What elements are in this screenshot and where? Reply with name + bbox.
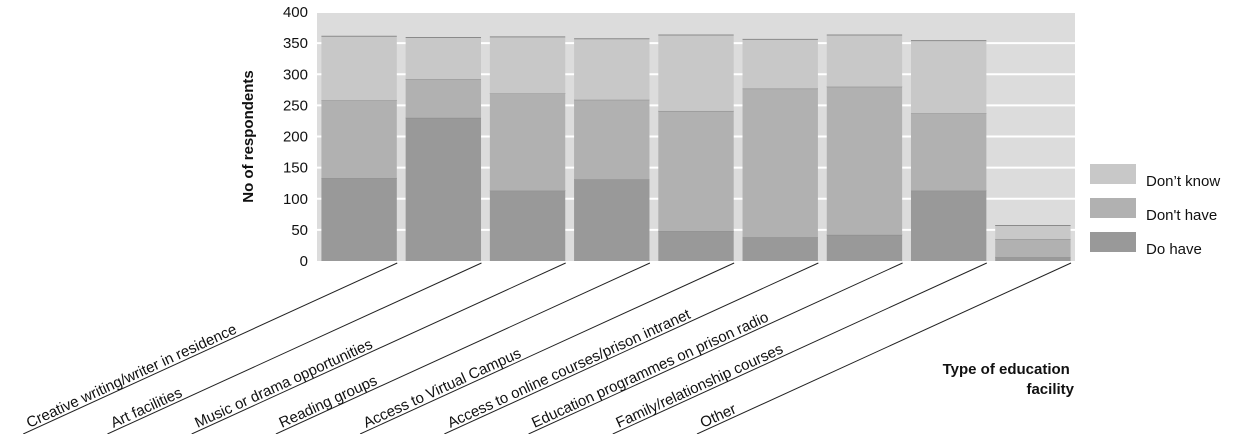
category-leader-line bbox=[191, 262, 566, 434]
category-leader-line bbox=[275, 262, 651, 434]
bar-segment bbox=[489, 190, 566, 261]
bar-segment bbox=[405, 37, 482, 80]
y-tick-label: 0 bbox=[300, 253, 308, 270]
category-leader-line bbox=[696, 262, 1072, 434]
bar-segment bbox=[574, 179, 650, 261]
bar-segment bbox=[405, 79, 482, 118]
y-axis-label: No of respondents bbox=[240, 70, 257, 203]
bar-segment bbox=[574, 38, 650, 100]
x-axis-category-labels: Creative writing/writer in residenceArt … bbox=[23, 262, 1072, 434]
x-category: Other bbox=[696, 262, 1072, 434]
y-tick-label: 250 bbox=[283, 97, 308, 114]
bar-segment bbox=[995, 257, 1071, 261]
x-axis-label-line-2: facility bbox=[1026, 381, 1074, 398]
y-tick-label: 150 bbox=[283, 160, 308, 177]
legend-item: Don't have bbox=[1090, 198, 1217, 224]
bar-segment bbox=[910, 40, 987, 114]
bar-segment bbox=[826, 35, 903, 87]
x-tick-label: Art facilities bbox=[108, 384, 185, 431]
bars bbox=[321, 34, 1071, 261]
y-tick-label: 50 bbox=[291, 222, 308, 239]
y-tick-label: 200 bbox=[283, 129, 308, 146]
category-leader-line bbox=[359, 262, 735, 434]
legend-swatch bbox=[1090, 164, 1136, 184]
category-leader-line bbox=[528, 262, 903, 434]
x-tick-label: Other bbox=[698, 401, 739, 432]
bar-segment bbox=[910, 190, 987, 261]
bar-segment bbox=[489, 36, 566, 94]
y-tick-label: 400 bbox=[283, 4, 308, 21]
legend-item: Don’t know bbox=[1090, 164, 1220, 190]
bar-segment bbox=[321, 36, 397, 101]
y-tick-label: 350 bbox=[283, 35, 308, 52]
legend-label: Do have bbox=[1146, 241, 1202, 258]
category-leader-line bbox=[23, 262, 398, 434]
bar-segment bbox=[826, 234, 903, 261]
bar-segment bbox=[995, 239, 1071, 258]
y-tick-label: 100 bbox=[283, 191, 308, 208]
bar-segment bbox=[321, 178, 397, 261]
bar-segment bbox=[742, 39, 818, 89]
legend-item: Do have bbox=[1090, 232, 1202, 258]
x-category: Family/relationship courses bbox=[612, 262, 987, 434]
bar-segment bbox=[742, 88, 818, 238]
legend-label: Don't have bbox=[1146, 207, 1217, 224]
y-axis-ticks: 0 50 100 150 200 250 300 350 400 bbox=[283, 4, 308, 270]
legend-swatch bbox=[1090, 232, 1136, 252]
bar-segment bbox=[826, 86, 903, 235]
bar-segment bbox=[658, 231, 734, 261]
bar-segment bbox=[658, 110, 734, 232]
category-leader-line bbox=[107, 262, 482, 434]
bar-segment bbox=[405, 117, 482, 261]
legend-label: Don’t know bbox=[1146, 173, 1220, 190]
bar-segment bbox=[995, 225, 1071, 240]
category-leader-line bbox=[612, 262, 987, 434]
category-leader-line bbox=[444, 262, 819, 434]
x-axis-label-line-1: Type of education bbox=[943, 361, 1070, 378]
bar-segment bbox=[742, 237, 818, 261]
legend-swatch bbox=[1090, 198, 1136, 218]
x-axis-label: Type of education facility bbox=[943, 361, 1075, 398]
bar-segment bbox=[489, 93, 566, 191]
bar-segment bbox=[574, 99, 650, 180]
bar-segment bbox=[658, 35, 734, 111]
y-tick-label: 300 bbox=[283, 66, 308, 83]
legend: Don’t know Don't have Do have bbox=[1090, 164, 1220, 258]
bar-segment bbox=[910, 113, 987, 191]
bar-segment bbox=[321, 100, 397, 179]
